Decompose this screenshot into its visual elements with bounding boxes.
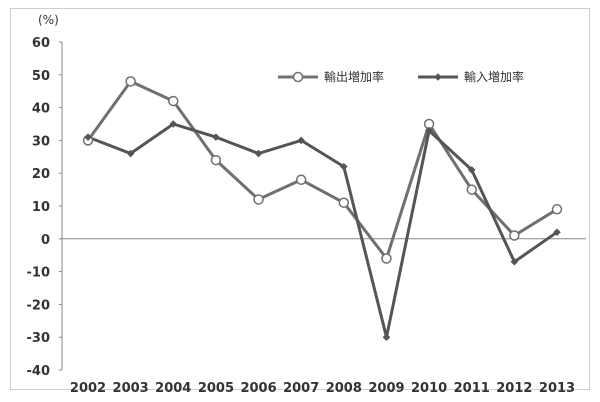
series-2-point	[169, 120, 178, 128]
series-1-point	[338, 197, 350, 208]
y-tick-label: 40	[32, 102, 50, 117]
series-1-point	[210, 154, 222, 166]
legend-label-1: 輸出増加率	[324, 69, 384, 84]
y-axis-ticks: 60 50 40 30 20 10 0 -10 -20 -30 -40	[27, 36, 62, 379]
series-2-point	[212, 133, 220, 141]
series-2-point	[297, 136, 305, 145]
series-1-point	[295, 174, 307, 186]
y-tick-label: 50	[32, 69, 50, 84]
x-tick-label: 2006	[240, 381, 276, 396]
x-tick-label: 2009	[368, 381, 404, 396]
series-1-point	[253, 194, 264, 205]
legend-marker-1	[292, 71, 304, 83]
x-tick-label: 2011	[454, 381, 490, 396]
x-tick-label: 2012	[496, 381, 532, 396]
y-tick-label: 0	[41, 233, 50, 248]
series-line-1	[86, 79, 558, 260]
y-tick-label: -20	[27, 298, 51, 313]
legend: 輸出増加率 輸入増加率	[278, 69, 524, 84]
legend-marker-2	[434, 73, 442, 81]
x-tick-label: 2003	[113, 381, 149, 396]
series-1-point	[466, 184, 477, 195]
x-tick-label: 2007	[283, 381, 319, 396]
y-tick-label: 10	[32, 200, 50, 215]
x-tick-label: 2004	[155, 381, 191, 396]
series-2-point	[254, 149, 263, 158]
series-2-point	[553, 228, 561, 237]
y-tick-label: -30	[27, 331, 51, 346]
y-tick-label: -40	[27, 364, 51, 379]
series-1-point	[168, 95, 179, 107]
x-tick-label: 2005	[198, 381, 234, 396]
y-tick-label: -10	[27, 266, 51, 281]
series-2-point	[467, 166, 476, 174]
series-1-point	[125, 76, 136, 87]
series-2-point	[84, 133, 92, 141]
x-tick-label: 2013	[539, 381, 575, 396]
series-2-point	[425, 126, 433, 135]
x-axis-ticks: 2002 2003 2004 2005 2006 2007 2008 2009 2010 2011…	[70, 381, 575, 396]
series-2-point	[340, 162, 348, 171]
series-markers	[82, 76, 563, 341]
axes	[61, 42, 586, 370]
series-line-2	[87, 122, 558, 339]
y-tick-label: 60	[32, 36, 50, 51]
x-tick-label: 2002	[70, 381, 106, 396]
x-tick-label: 2008	[326, 381, 362, 396]
series-2-point	[382, 333, 391, 341]
y-tick-label: 20	[32, 167, 50, 182]
chart-frame	[10, 8, 590, 390]
series-1-point	[509, 230, 520, 241]
series-2-point	[126, 149, 135, 158]
y-unit-label: (%)	[38, 13, 59, 27]
series-lines	[86, 79, 558, 339]
y-tick-label: 30	[32, 134, 50, 149]
series-1-point	[551, 204, 563, 215]
x-tick-label: 2010	[411, 381, 447, 396]
legend-label-2: 輸入増加率	[464, 69, 524, 84]
series-1-point	[381, 253, 392, 264]
series-2-point	[510, 257, 519, 266]
